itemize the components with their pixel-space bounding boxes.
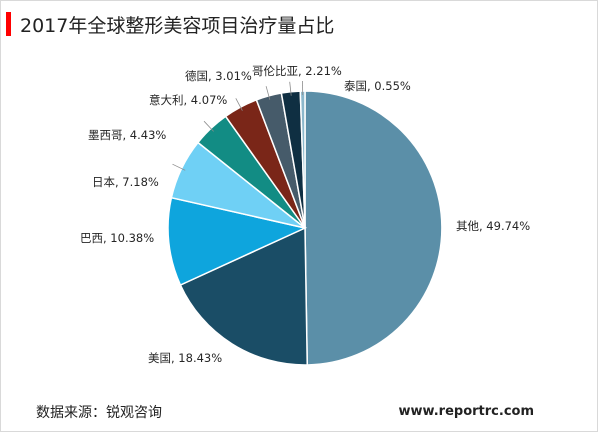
pie-label-3: 巴西, 10.38% <box>80 231 154 245</box>
pie-leader-lines <box>172 80 304 171</box>
leader-line-6 <box>235 98 243 111</box>
data-source-note: 数据来源：锐观咨询 <box>36 405 162 421</box>
chart-title: 2017年全球整形美容项目治疗量占比 <box>20 15 335 37</box>
pie-label-9: 泰国, 0.55% <box>344 79 411 93</box>
leader-line-7 <box>265 86 271 100</box>
leader-line-4 <box>172 163 186 171</box>
pie-label-5: 墨西哥, 4.43% <box>88 128 166 142</box>
pie-label-6: 意大利, 4.07% <box>149 93 227 107</box>
pie-label-4: 日本, 7.18% <box>92 175 159 189</box>
pie-slice-2 <box>179 226 309 366</box>
pie-label-1: 其他, 49.74% <box>456 219 530 233</box>
pie-label-8: 哥伦比亚, 2.21% <box>252 64 342 78</box>
pie-slices <box>167 90 443 366</box>
pie-label-2: 美国, 18.43% <box>148 351 222 365</box>
pie-label-7: 德国, 3.01% <box>185 69 252 83</box>
pie-labels: 其他, 49.74% 美国, 18.43% 巴西, 10.38% 日本, 7.18% 墨… <box>80 64 530 365</box>
pie-slice-3 <box>167 196 308 286</box>
leader-line-5 <box>203 120 214 132</box>
leader-line-8 <box>289 81 292 96</box>
website-url[interactable]: www.reportrc.com <box>398 404 534 419</box>
pie-slice-1 <box>304 90 443 366</box>
title-accent-bar <box>6 12 11 36</box>
